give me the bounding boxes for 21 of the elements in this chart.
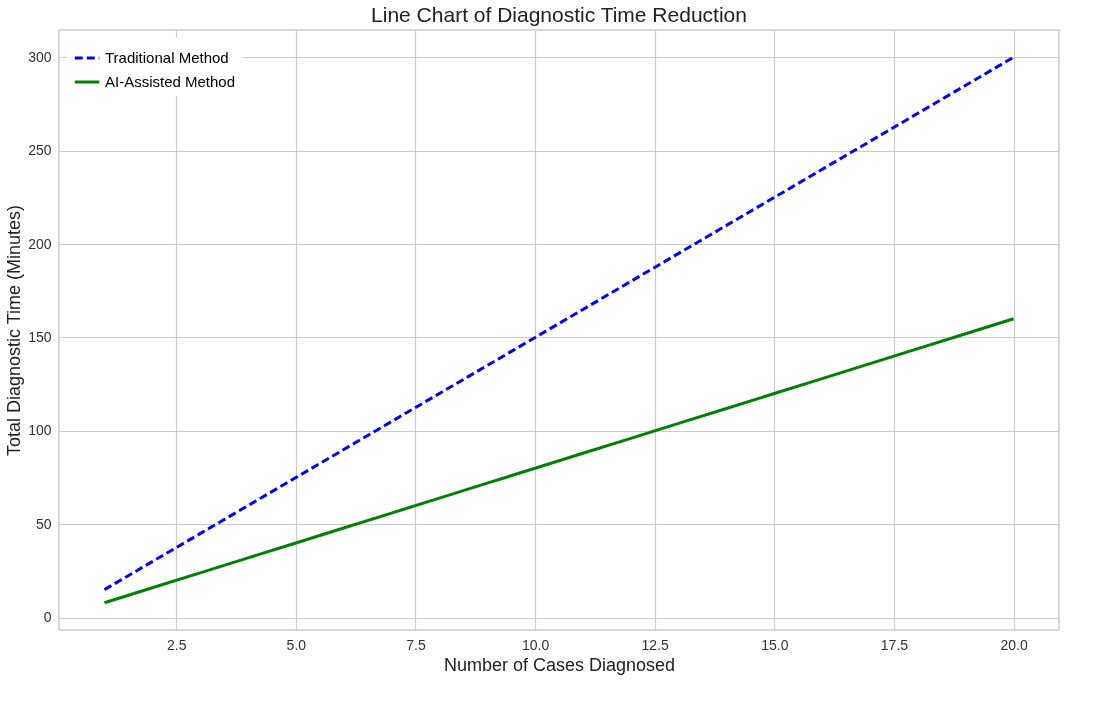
x-tick-label: 15.0 xyxy=(761,636,789,653)
x-tick-label: 10.0 xyxy=(521,636,550,653)
y-tick-label: 50 xyxy=(35,515,52,532)
chart-title: Line Chart of Diagnostic Time Reduction xyxy=(371,3,747,26)
x-tick-label: 2.5 xyxy=(166,636,187,653)
y-tick-label: 150 xyxy=(28,328,52,345)
x-tick-label: 5.0 xyxy=(286,636,307,653)
x-axis-title: Number of Cases Diagnosed xyxy=(443,654,676,675)
x-tick-label: 20.0 xyxy=(1000,636,1028,653)
legend-label: AI-Assisted Method xyxy=(105,73,236,90)
x-tick-label: 7.5 xyxy=(406,636,426,653)
legend-label: Traditional Method xyxy=(105,49,229,66)
y-tick-label: 200 xyxy=(28,235,52,252)
x-tick-label: 12.5 xyxy=(641,636,670,653)
y-tick-label: 0 xyxy=(43,609,52,626)
x-tick-label: 17.5 xyxy=(880,636,909,653)
line-series xyxy=(102,317,1016,605)
y-tick-label: 300 xyxy=(28,48,52,65)
y-tick-label: 250 xyxy=(28,142,52,159)
y-tick-label: 100 xyxy=(28,422,52,439)
y-axis-title: Total Diagnostic Time (Minutes) xyxy=(4,204,25,457)
